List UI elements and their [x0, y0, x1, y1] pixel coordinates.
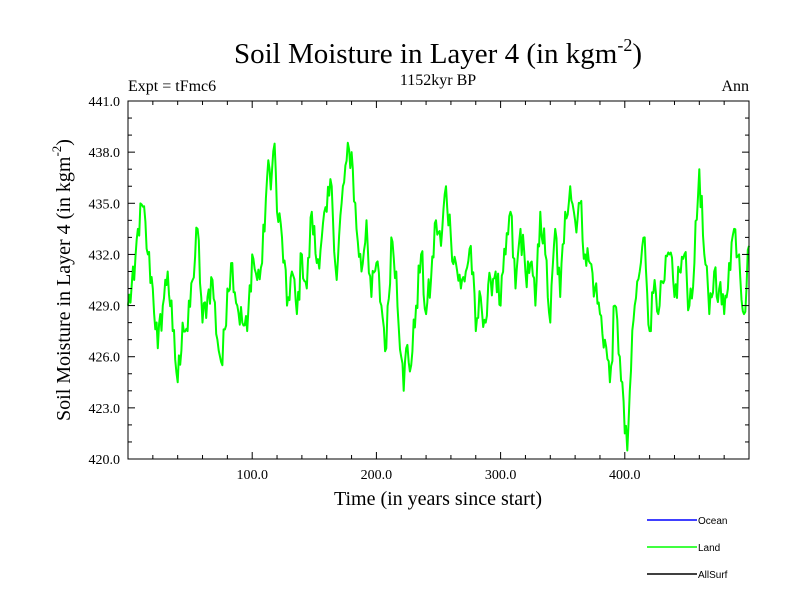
season-label: Ann: [721, 78, 749, 95]
series-layer: [127, 141, 750, 452]
y-tick-label: 426.0: [89, 351, 121, 366]
x-tick-label: 100.0: [236, 468, 268, 483]
chart-subtitle: 1152kyr BP: [400, 72, 476, 89]
y-tick-label: 429.0: [89, 300, 121, 315]
x-tick-label: 300.0: [485, 468, 517, 483]
y-axis-label-close: ): [53, 139, 75, 146]
legend-label-allsurf: AllSurf: [698, 570, 728, 581]
legend: Ocean Land AllSurf: [647, 516, 728, 581]
chart-title: Soil Moisture in Layer 4 (in kgm-2): [234, 35, 642, 70]
y-tick-label: 423.0: [89, 402, 121, 417]
chart-title-superscript: -2: [617, 35, 632, 55]
x-tick-label: 400.0: [609, 468, 641, 483]
chart-title-text: Soil Moisture in Layer 4 (in kgm: [234, 38, 618, 70]
legend-label-ocean: Ocean: [698, 516, 727, 527]
y-tick-label: 420.0: [89, 453, 121, 468]
y-axis-label-text: Soil Moisture in Layer 4 (in kgm: [53, 156, 75, 421]
y-axis-label-superscript: -2: [49, 146, 64, 157]
y-tick-label: 438.0: [89, 146, 121, 161]
x-axis-label: Time (in years since start): [334, 488, 542, 510]
y-axis-label: Soil Moisture in Layer 4 (in kgm-2): [49, 139, 75, 421]
y-tick-label: 432.0: [89, 248, 121, 263]
y-tick-label: 441.0: [89, 95, 121, 110]
series-line-land: [127, 141, 750, 452]
plot-frame: [127, 100, 750, 460]
y-tick-label: 435.0: [89, 197, 121, 212]
legend-label-land: Land: [698, 543, 720, 554]
chart-title-close: ): [632, 38, 642, 70]
x-tick-label: 200.0: [361, 468, 393, 483]
experiment-label: Expt = tFmc6: [128, 78, 216, 95]
tick-layer: 100.0 200.0 300.0 400.0 420.0 423.0 426.0 429.0…: [89, 95, 749, 483]
